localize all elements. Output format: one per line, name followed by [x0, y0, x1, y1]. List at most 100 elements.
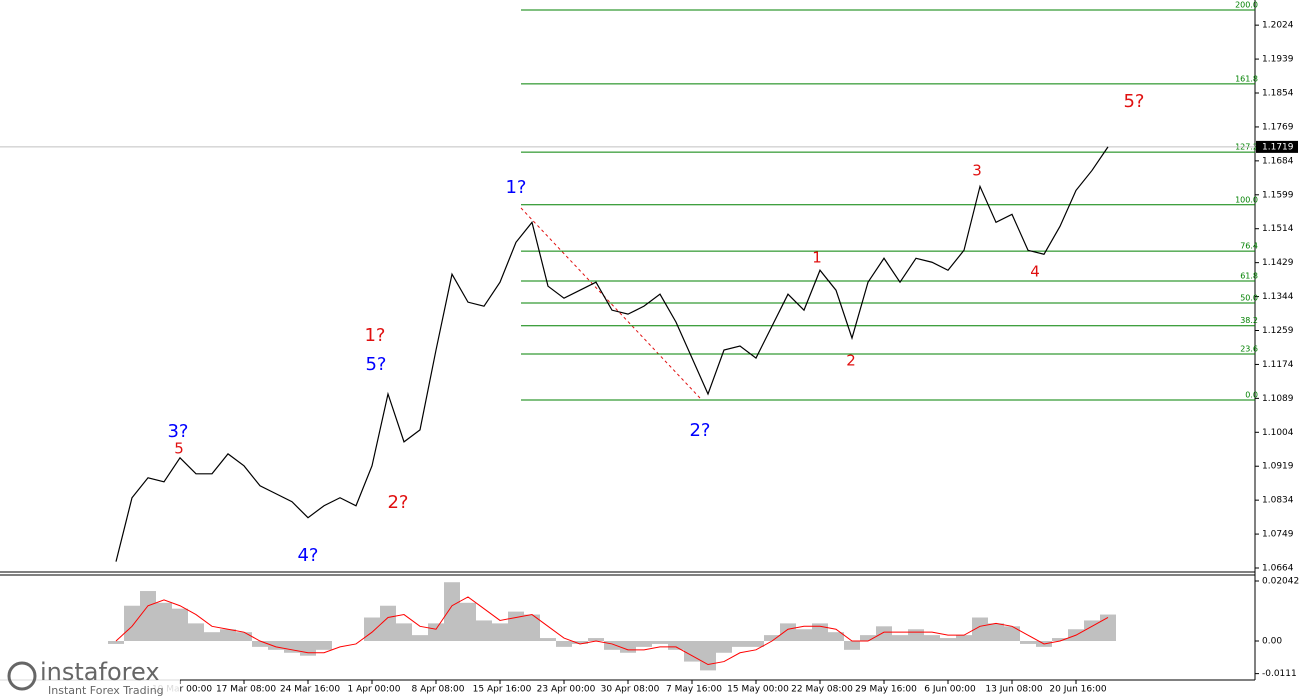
histogram-bar [700, 641, 716, 671]
histogram-bar [444, 582, 460, 642]
wave-label: 2? [387, 492, 408, 513]
y-tick-label: 0.00 [1262, 637, 1282, 647]
y-tick-label: 1.1174 [1262, 360, 1294, 370]
histogram-bar [1084, 620, 1100, 642]
histogram-bar [924, 635, 940, 642]
wave-label: 1? [364, 325, 385, 346]
wave-label: 4? [297, 545, 318, 566]
histogram-bar [1100, 614, 1116, 642]
histogram-bar [1004, 626, 1020, 642]
fib-label: 0.0 [1245, 390, 1258, 399]
x-tick-label: 30 Apr 08:00 [601, 685, 660, 695]
wave-trend-line [520, 207, 701, 399]
x-tick-label: 15 May 00:00 [727, 685, 789, 695]
fib-label: 200.0 [1235, 0, 1258, 9]
y-tick-label: 1.1089 [1262, 394, 1294, 404]
histogram-bar [764, 635, 780, 642]
histogram-bar [988, 623, 1004, 642]
logo-tagline: Instant Forex Trading [48, 684, 164, 697]
histogram-bar [188, 623, 204, 642]
histogram-bar [604, 641, 620, 650]
y-tick-label: -0.0111 [1262, 669, 1297, 679]
logo-background [0, 655, 180, 700]
histogram-bar [364, 617, 380, 642]
histogram-bar [716, 641, 732, 653]
current-price-box [1256, 140, 1298, 153]
wave-label: 3 [972, 162, 982, 180]
histogram-bar [892, 635, 908, 642]
x-tick-label: 13 Jun 08:00 [985, 685, 1042, 695]
histogram-bar [748, 641, 764, 647]
y-tick-label: 1.0834 [1262, 496, 1294, 506]
histogram-bar [428, 623, 444, 642]
histogram-bar [1020, 641, 1036, 644]
histogram-bar [540, 638, 556, 642]
price-line [115, 146, 1109, 562]
current-price-label: 1.1719 [1262, 142, 1294, 152]
logo-text: instaforex [40, 658, 160, 686]
histogram-bar [252, 641, 268, 647]
histogram-bar [556, 641, 572, 647]
wave-label: 1? [505, 177, 526, 198]
x-tick-label: 22 May 08:00 [791, 685, 853, 695]
histogram-bar [204, 632, 220, 642]
fib-label: 23.6 [1240, 345, 1258, 354]
wave-label: 5? [365, 354, 386, 375]
histogram-bar [156, 602, 172, 642]
wave-label: 5? [1123, 91, 1144, 112]
signal-line [115, 596, 1109, 666]
x-tick-label: 6 Jun 00:00 [924, 685, 976, 695]
wave-label: 5 [174, 440, 184, 458]
histogram-bar [668, 641, 684, 650]
y-tick-label: 1.1344 [1262, 292, 1294, 302]
x-tick-label: 8 Apr 08:00 [412, 685, 465, 695]
y-tick-label: 1.1769 [1262, 122, 1294, 132]
y-tick-label: 0.02042 [1262, 576, 1299, 586]
histogram-bar [652, 641, 668, 644]
logo: instaforex Instant Forex Trading [0, 655, 180, 700]
fib-label: 161.8 [1235, 74, 1258, 83]
y-tick-label: 1.0749 [1262, 530, 1294, 540]
histogram-bar [316, 641, 332, 650]
x-tick-label: 15 Apr 16:00 [473, 685, 532, 695]
histogram-bar [172, 608, 188, 642]
histogram-bar [796, 629, 812, 642]
histogram-bar [588, 638, 604, 642]
x-tick-label: 1 Apr 00:00 [348, 685, 401, 695]
histogram-bar [108, 641, 124, 644]
histogram-bar [220, 629, 236, 642]
histogram-bar [812, 623, 828, 642]
y-tick-label: 1.1599 [1262, 190, 1294, 200]
histogram-bar [284, 641, 300, 653]
histogram-bar [828, 632, 844, 642]
histogram-bar [844, 641, 860, 650]
histogram-bar [236, 632, 252, 642]
histogram-bar [124, 605, 140, 642]
x-tick-label: 20 Jun 16:00 [1049, 685, 1106, 695]
histogram-bar [860, 635, 876, 642]
x-tick-label: 29 May 16:00 [855, 685, 917, 695]
histogram-bar [972, 617, 988, 642]
histogram-bar [620, 641, 636, 653]
wave-label: 1 [812, 249, 822, 267]
histogram-bar [524, 614, 540, 642]
x-tick-label: 10 Mar 00:00 [152, 685, 212, 695]
histogram-bar [572, 641, 588, 644]
y-tick-label: 1.1514 [1262, 224, 1294, 234]
histogram-bar [940, 638, 956, 642]
histogram-bar [492, 623, 508, 642]
histogram-bar [140, 591, 156, 642]
histogram-bar [732, 641, 748, 647]
x-tick-label: 7 May 16:00 [666, 685, 722, 695]
logo-icon [7, 661, 37, 691]
x-tick-label: 23 Apr 00:00 [537, 685, 596, 695]
fib-label: 61.8 [1240, 272, 1258, 281]
y-tick-label: 1.0664 [1262, 564, 1294, 574]
histogram-bar [876, 626, 892, 642]
fib-label: 50.0 [1240, 293, 1258, 302]
y-tick-label: 1.1004 [1262, 428, 1294, 438]
y-tick-label: 1.1854 [1262, 89, 1294, 99]
histogram-bar [300, 641, 316, 656]
histogram-bar [636, 641, 652, 647]
